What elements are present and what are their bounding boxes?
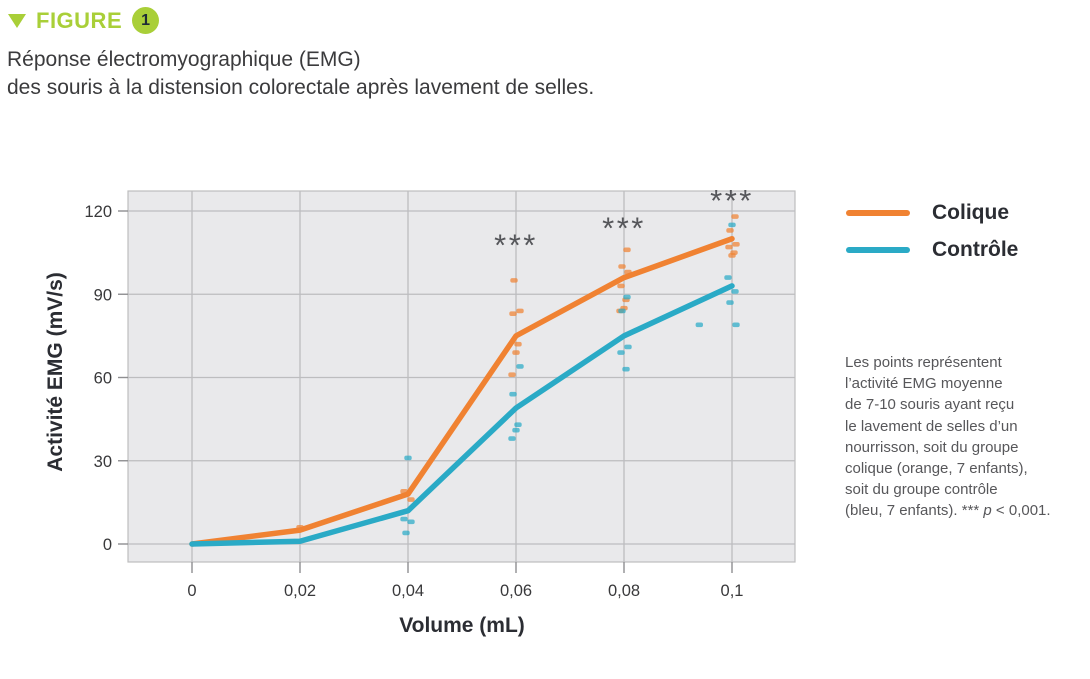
controle-scatter-point: [731, 289, 739, 294]
significance-marker: ***: [494, 227, 538, 262]
y-tick-label: 120: [84, 203, 112, 221]
colique-scatter-point: [617, 283, 625, 289]
caption-line-1: Les points représentent: [845, 354, 1002, 371]
caption-line-8: (bleu, 7 enfants). *** p < 0,001.: [845, 500, 1090, 521]
controle-scatter-point: [509, 391, 517, 397]
triangle-down-icon: [8, 13, 26, 28]
caption-line-5: nourrisson, soit du groupe: [845, 438, 1019, 456]
colique-scatter-point: [726, 228, 734, 233]
colique-scatter-point: [618, 264, 626, 269]
emg-line-chart: 0 0,02 0,04 0,06 0,08 0,1 0 30 60 90 120 *** *** *** V…: [44, 183, 796, 637]
caption-line-8-prefix: (bleu, 7 enfants). ***: [845, 502, 984, 520]
subtitle-line-1: Réponse électromyographique (EMG): [7, 48, 361, 71]
y-tick-label: 30: [94, 453, 112, 471]
controle-scatter-point: [624, 344, 632, 350]
x-tick-label: 0,04: [392, 582, 424, 600]
controle-scatter-point: [400, 516, 408, 522]
chart-legend: Colique Contrôle: [846, 200, 1018, 274]
x-axis-label: Volume (mL): [399, 614, 525, 637]
controle-mean-line: [189, 283, 735, 547]
controle-scatter-point: [407, 519, 415, 525]
figure-label: FIGURE: [36, 7, 123, 33]
y-tick-label: 90: [94, 286, 112, 304]
x-tick-label: 0: [187, 582, 196, 600]
colique-scatter-point: [510, 278, 518, 283]
caption-line-7: soit du groupe contrôle: [845, 481, 998, 499]
colique-scatter-point: [407, 497, 415, 502]
controle-scatter-point: [512, 427, 520, 433]
colique-scatter-point: [732, 242, 740, 247]
caption-line-3: de 7-10 souris ayant reçu: [845, 396, 1015, 414]
legend-item-colique: Colique: [846, 200, 1018, 226]
controle-line-swatch: [846, 247, 910, 253]
colique-mean-line: [189, 236, 735, 547]
controle-scatter-point: [516, 364, 524, 369]
controle-scatter-point: [623, 294, 631, 300]
y-axis-label: Activité EMG (mV/s): [44, 272, 67, 472]
controle-scatter-point: [732, 322, 740, 328]
controle-scatter-point: [404, 455, 412, 461]
subtitle-line-2: des souris à la distension colorectale a…: [7, 76, 595, 99]
controle-scatter-point: [508, 436, 516, 441]
colique-line-swatch: [846, 210, 910, 216]
figure-caption: Les points représentent l’activité EMG m…: [845, 352, 1090, 522]
figure-header: FIGURE 1: [8, 7, 160, 34]
controle-scatter-point: [728, 222, 736, 228]
figure-subtitle: Réponse électromyographique (EMG) des so…: [7, 46, 594, 102]
controle-scatter-point: [726, 300, 734, 305]
controle-scatter-point: [622, 366, 630, 372]
controle-scatter-point: [695, 322, 703, 328]
caption-line-8-suffix: < 0,001.: [991, 502, 1051, 520]
x-tick-label: 0,02: [284, 582, 316, 600]
colique-scatter-point: [728, 253, 736, 258]
legend-label-colique: Colique: [932, 201, 1009, 224]
plot-panel: [127, 190, 796, 563]
y-tick-label: 0: [103, 536, 112, 554]
controle-scatter-point: [402, 530, 410, 536]
colique-scatter-point: [512, 350, 520, 355]
controle-scatter-point: [617, 350, 625, 355]
controle-scatter-point: [618, 308, 626, 314]
caption-line-2: l’activité EMG moyenne: [845, 375, 1003, 393]
controle-scatter-point: [514, 422, 522, 427]
x-tick-label: 0,08: [608, 582, 640, 600]
colique-scatter-point: [516, 308, 524, 314]
significance-marker: ***: [710, 183, 754, 218]
caption-p-symbol: p: [983, 502, 992, 520]
x-tick-label: 0,1: [721, 582, 744, 600]
x-tick-label: 0,06: [500, 582, 532, 600]
y-tick-label: 60: [94, 370, 112, 388]
colique-scatter-point: [731, 214, 739, 219]
significance-marker: ***: [602, 211, 646, 246]
figure-number-badge: 1: [132, 7, 160, 34]
colique-scatter-point: [725, 244, 733, 250]
colique-scatter-point: [509, 311, 517, 316]
colique-scatter-point: [623, 247, 631, 253]
controle-scatter-point: [724, 275, 732, 280]
caption-line-6: colique (orange, 7 enfants),: [845, 460, 1028, 478]
legend-item-controle: Contrôle: [846, 237, 1018, 263]
colique-scatter-point: [508, 372, 516, 378]
colique-scatter-point: [514, 341, 522, 347]
legend-label-controle: Contrôle: [932, 238, 1019, 261]
caption-line-4: le lavement de selles d’un: [845, 417, 1018, 435]
